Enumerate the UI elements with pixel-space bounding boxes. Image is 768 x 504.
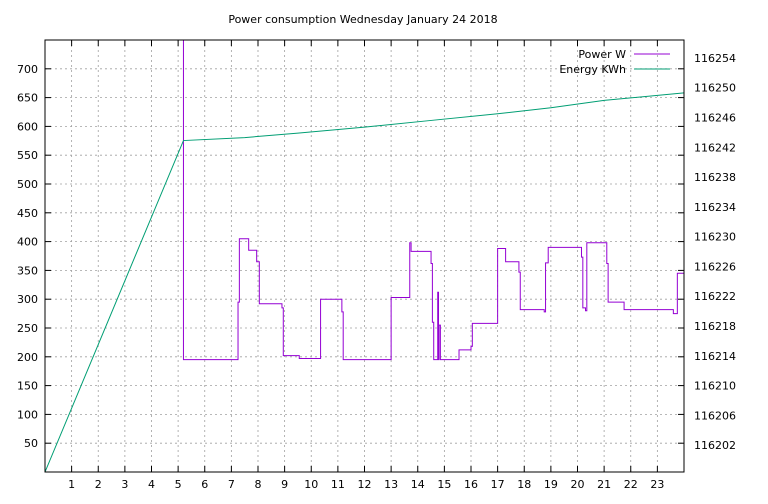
legend-label-energy-kwh: Energy KWh [559,63,626,76]
power-wseries-line [182,40,684,361]
x-tick-label: 8 [255,478,262,491]
x-tick-label: 12 [358,478,372,491]
y-left-tick-label: 300 [17,293,38,306]
y-left-tick-label: 550 [17,149,38,162]
y-left-tick-label: 500 [17,178,38,191]
y-right-tick-label: 116254 [694,52,736,65]
y-right-tick-label: 116206 [694,409,736,422]
y-left-tick-label: 400 [17,236,38,249]
y-right-tick-label: 116234 [694,201,736,214]
y-right-tick-label: 116246 [694,111,736,124]
y-left-tick-label: 100 [17,408,38,421]
y-left-tick-label: 650 [17,92,38,105]
x-tick-label: 19 [544,478,558,491]
x-tick-label: 10 [304,478,318,491]
y-left-tick-label: 700 [17,63,38,76]
x-tick-label: 21 [597,478,611,491]
legend: Power W Energy KWh [559,48,670,76]
grid-lines [45,40,684,472]
y-right-tick-label: 116230 [694,231,736,244]
x-tick-label: 17 [491,478,505,491]
series-layer [45,40,684,472]
y-right-tick-label: 116250 [694,82,736,95]
y-left-tick-label: 250 [17,322,38,335]
y-right-tick-label: 116210 [694,380,736,393]
x-tick-label: 14 [411,478,425,491]
y-left-tick-label: 600 [17,120,38,133]
y-right-tick-label: 116214 [694,350,736,363]
x-tick-label: 4 [148,478,155,491]
y-right-tick-label: 116238 [694,171,736,184]
legend-label-power-w: Power W [578,48,626,61]
x-tick-label: 15 [437,478,451,491]
y-right-tick-label: 116242 [694,141,736,154]
y-right-tick-label: 116226 [694,260,736,273]
y-right-tick-label: 116202 [694,439,736,452]
y-right-tick-label: 116222 [694,290,736,303]
x-tick-label: 3 [121,478,128,491]
x-tick-label: 6 [201,478,208,491]
y-left-tick-label: 200 [17,351,38,364]
y-right-tick-label: 116218 [694,320,736,333]
x-tick-label: 11 [331,478,345,491]
x-tick-label: 5 [175,478,182,491]
x-tick-label: 2 [95,478,102,491]
x-tick-label: 18 [517,478,531,491]
x-tick-label: 7 [228,478,235,491]
x-tick-label: 13 [384,478,398,491]
x-tick-label: 23 [650,478,664,491]
energy-kwhseries-line [45,92,684,472]
chart-title: Power consumption Wednesday January 24 2… [228,13,497,26]
axis-ticks: 50 100 150 200 250 300 350 400 450 500 550 600 650 70… [17,40,736,491]
y-left-tick-label: 450 [17,207,38,220]
x-tick-label: 9 [281,478,288,491]
y-left-tick-label: 350 [17,264,38,277]
x-tick-label: 16 [464,478,478,491]
x-tick-label: 20 [571,478,585,491]
y-left-tick-label: 150 [17,380,38,393]
x-tick-label: 22 [624,478,638,491]
x-tick-label: 1 [68,478,75,491]
y-left-tick-label: 50 [24,437,38,450]
